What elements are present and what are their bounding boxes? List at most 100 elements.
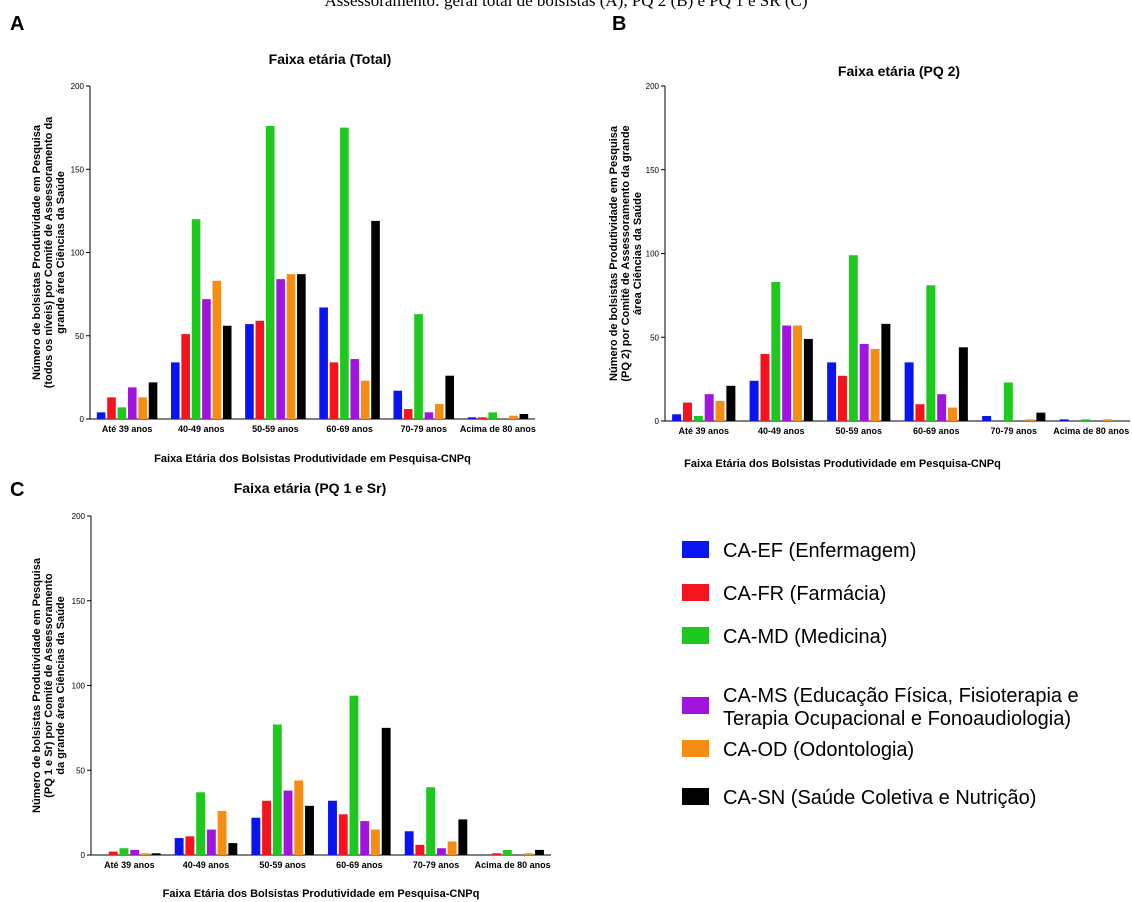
y-tick-label: 50 [76,766,85,775]
legend-label: CA-FR (Farmácia) [723,583,886,605]
legend: CA-EF (Enfermagem) CA-FR (Farmácia) CA-MD … [682,540,1079,809]
bar-ca-sn-50-59-anos [297,274,306,419]
y-tick-label: 0 [655,417,660,426]
bar-ca-ef-60-69-anos [328,800,337,855]
chart-title: Faixa etária (PQ 2) [838,63,960,79]
x-tick-label: 70-79 anos [990,426,1037,436]
bar-ca-od-acima-de-80-anos [509,415,518,419]
bar-ca-ms-60-69-anos [937,394,947,421]
bar-ca-md-70-79-anos [426,787,436,855]
y-tick-label: 100 [646,250,660,259]
legend-item-ca-fr: CA-FR (Farmácia) [682,583,886,605]
bar-ca-sn-acima-de-80-anos [535,849,544,855]
y-tick-label: 50 [75,332,84,341]
x-axis-title: Faixa Etária dos Bolsistas Produtividade… [154,453,471,465]
bar-ca-fr-60-69-anos [915,404,925,421]
bar-ca-fr-50-59-anos [255,320,265,419]
bar-ca-sn-60-69-anos [371,220,380,419]
bar-ca-md-acima-de-80-anos [1081,419,1091,421]
bar-ca-ms-40-49-anos [782,325,792,421]
legend-swatch [682,541,709,558]
legend-label-line: CA-MS (Educação Física, Fisioterapia e [723,685,1079,707]
bar-ca-od-40-49-anos [793,325,803,421]
legend-label-line: CA-OD (Odontologia) [723,739,914,761]
bar-ca-ms-60-69-anos [350,359,360,419]
bar-ca-ms-60-69-anos [360,821,370,855]
x-axis-title: Faixa Etária dos Bolsistas Produtividade… [684,458,1001,470]
bar-ca-ef-at-39-anos [96,412,106,419]
bar-ca-ef-50-59-anos [251,817,261,855]
y-tick-label: 200 [71,82,85,91]
legend-item-ca-ef: CA-EF (Enfermagem) [682,540,916,562]
bar-ca-fr-at-39-anos [682,402,692,421]
x-tick-label: Até 39 anos [104,860,155,870]
bar-ca-md-50-59-anos [848,255,858,421]
legend-label: CA-MD (Medicina) [723,626,887,648]
bar-ca-od-60-69-anos [948,407,958,421]
bar-ca-fr-at-39-anos [107,397,116,419]
y-axis-title: Número de bolsistas Produtividade em Pes… [31,116,67,388]
bar-ca-ef-40-49-anos [170,362,180,419]
bar-ca-sn-50-59-anos [881,323,891,421]
bar-ca-md-at-39-anos [693,415,703,421]
x-tick-label: 40-49 anos [758,426,805,436]
y-axis-title-line: Número de bolsistas Produtividade em Pes… [31,124,43,380]
legend-label: CA-MS (Educação Física, Fisioterapia e Te… [723,685,1079,730]
bar-ca-fr-60-69-anos [338,814,348,855]
bar-ca-sn-70-79-anos [458,819,468,855]
legend-label: CA-EF (Enfermagem) [723,540,916,562]
legend-item-ca-ms: CA-MS (Educação Física, Fisioterapia e Te… [682,685,1079,730]
bar-ca-fr-40-49-anos [181,334,190,419]
bar-ca-md-40-49-anos [191,219,201,419]
y-axis-title-line: Número de bolsistas Produtividade em Pes… [31,557,43,813]
x-tick-label: 50-59 anos [835,426,882,436]
bar-ca-od-at-39-anos [140,853,150,855]
x-tick-label: Acima de 80 anos [475,860,551,870]
bar-ca-ms-50-59-anos [283,790,293,855]
bar-ca-od-acima-de-80-anos [524,853,534,855]
bar-ca-ef-60-69-anos [904,362,914,422]
panel-letter-a: A [10,13,24,35]
bar-ca-od-50-59-anos [870,348,880,421]
bar-ca-fr-at-39-anos [108,851,118,855]
bar-ca-md-at-39-anos [119,848,129,855]
bar-ca-ms-at-39-anos [127,387,137,419]
y-axis-title: Número de bolsistas Produtividade em Pes… [608,125,644,381]
bar-ca-ms-70-79-anos [436,848,446,855]
bar-ca-ms-50-59-anos [276,279,285,419]
bar-ca-ms-40-49-anos [206,829,216,855]
legend-swatch [682,788,709,805]
bar-ca-od-acima-de-80-anos [1103,419,1113,421]
legend-label-line: CA-MD (Medicina) [723,626,887,648]
bar-ca-md-at-39-anos [117,407,127,419]
bar-ca-od-70-79-anos [1025,419,1035,421]
x-axis-title: Faixa Etária dos Bolsistas Produtividade… [163,888,480,900]
legend-swatch [682,627,709,644]
y-axis-title-line: área Ciências da Saúde [632,192,644,315]
bar-ca-fr-70-79-anos [415,844,425,855]
bar-ca-md-70-79-anos [414,314,423,419]
bar-ca-md-60-69-anos [340,127,349,420]
y-axis-title-line: (todos os níveis) por Comitê de Assessor… [43,116,55,388]
bar-ca-sn-40-49-anos [228,843,238,855]
bar-ca-sn-acima-de-80-anos [519,414,529,419]
bar-ca-md-60-69-anos [349,695,359,855]
bar-ca-fr-60-69-anos [329,362,339,419]
bar-ca-fr-40-49-anos [760,354,770,421]
x-tick-label: Acima de 80 anos [1053,426,1129,436]
bar-ca-od-70-79-anos [435,404,444,419]
bar-ca-od-60-69-anos [360,380,370,419]
bar-ca-sn-70-79-anos [445,375,455,419]
bar-ca-ef-at-39-anos [672,414,682,421]
bar-ca-od-70-79-anos [447,841,457,855]
legend-item-ca-od: CA-OD (Odontologia) [682,739,914,761]
bar-ca-ef-70-79-anos [404,831,414,855]
y-axis-title-line: (PQ 2) por Comitê de Assessoramento da g… [620,125,632,381]
x-tick-label: 70-79 anos [400,424,447,434]
bar-ca-od-40-49-anos [217,810,227,855]
legend-swatch [682,697,709,714]
y-axis-title-line: Número de bolsistas Produtividade em Pes… [608,125,620,381]
bar-ca-md-acima-de-80-anos [488,412,498,419]
y-tick-label: 100 [71,249,85,258]
bar-ca-fr-50-59-anos [262,800,272,855]
